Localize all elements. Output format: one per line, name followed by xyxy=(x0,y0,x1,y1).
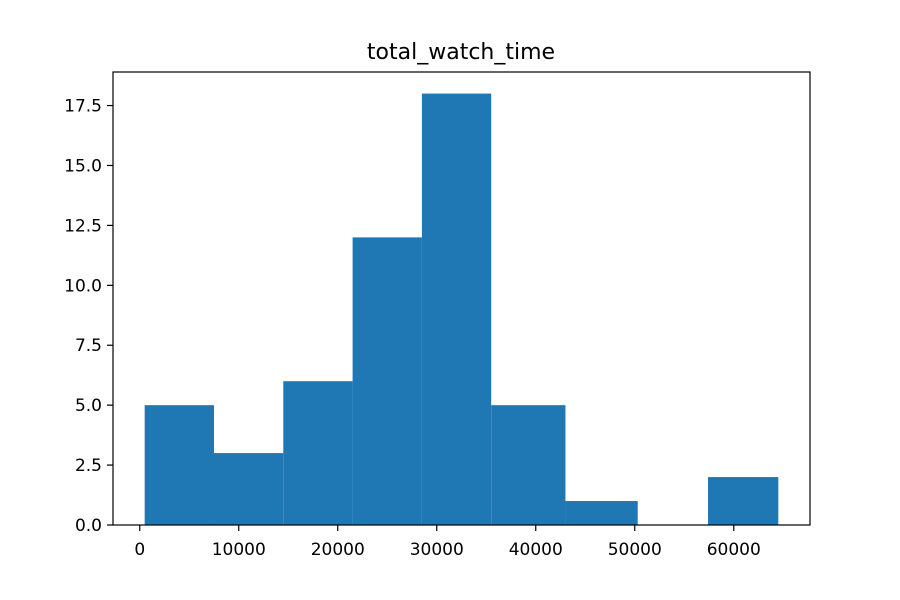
bars-group xyxy=(144,93,779,526)
histogram-bar xyxy=(144,405,214,525)
histogram-bar xyxy=(421,93,492,526)
y-tick-label: 10.0 xyxy=(64,276,102,296)
histogram-bar xyxy=(283,381,353,525)
y-tick-label: 7.5 xyxy=(75,336,102,356)
x-tick-label: 30000 xyxy=(410,540,464,560)
chart-title: total_watch_time xyxy=(367,40,555,65)
y-tick-label: 15.0 xyxy=(64,156,102,176)
plot-frame xyxy=(112,71,811,526)
histogram-bar xyxy=(565,501,638,525)
y-tick-label: 2.5 xyxy=(75,456,102,476)
histogram-bar xyxy=(491,405,566,525)
x-tick-label: 20000 xyxy=(311,540,365,560)
y-tick-label: 0.0 xyxy=(75,516,102,536)
y-tick-label: 12.5 xyxy=(64,216,102,236)
x-tick-label: 40000 xyxy=(509,540,563,560)
histogram-bar xyxy=(213,453,284,525)
histogram-bar xyxy=(352,237,422,525)
y-tick-label: 17.5 xyxy=(64,97,102,117)
x-tick-label: 10000 xyxy=(212,540,266,560)
y-tick-label: 5.0 xyxy=(75,396,102,416)
histogram-bar xyxy=(708,477,779,525)
x-tick-label: 60000 xyxy=(707,540,761,560)
x-tick-label: 0 xyxy=(134,540,145,560)
y-axis: 0.0 2.5 5.0 7.5 10.0 12.5 15.0 17.5 xyxy=(64,97,113,536)
x-axis: 0 10000 20000 30000 40000 50000 60000 xyxy=(134,525,761,560)
x-tick-label: 50000 xyxy=(608,540,662,560)
